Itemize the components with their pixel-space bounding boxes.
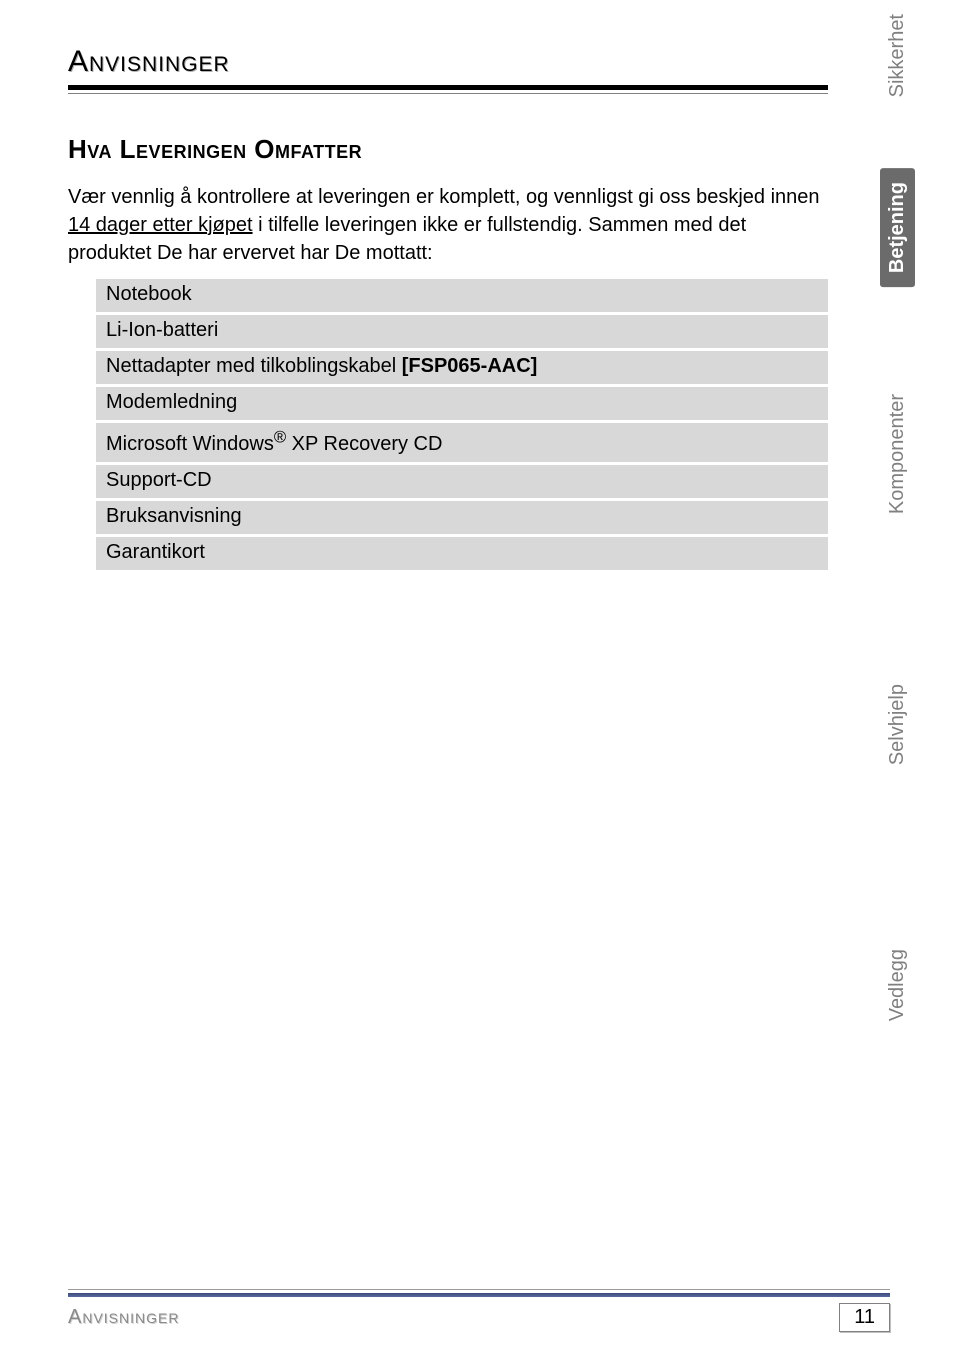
list-item: Notebook bbox=[96, 279, 828, 312]
list-item: Modemledning bbox=[96, 387, 828, 420]
package-contents-list: Notebook Li-Ion-batteri Nettadapter med … bbox=[96, 279, 828, 570]
list-item: Bruksanvisning bbox=[96, 501, 828, 534]
title-rule bbox=[68, 85, 828, 94]
intro-paragraph: Vær vennlig å kontrollere at leveringen … bbox=[68, 183, 828, 267]
footer-rule-thick bbox=[68, 1293, 890, 1297]
page-title: Anvisninger bbox=[68, 45, 828, 79]
footer: Anvisninger 11 bbox=[68, 1289, 890, 1332]
tab-vedlegg[interactable]: Vedlegg bbox=[880, 935, 915, 1035]
list-item: Li-Ion-batteri bbox=[96, 315, 828, 348]
tab-komponenter[interactable]: Komponenter bbox=[880, 380, 915, 528]
para-pre: Vær vennlig å kontrollere at leveringen … bbox=[68, 186, 820, 208]
list-item: Support-CD bbox=[96, 465, 828, 498]
section-heading: Hva Leveringen Omfatter bbox=[68, 134, 828, 165]
list-item: Nettadapter med tilkoblingskabel [FSP065… bbox=[96, 351, 828, 384]
list-item: Microsoft Windows® XP Recovery CD bbox=[96, 423, 828, 462]
footer-title: Anvisninger bbox=[68, 1306, 179, 1329]
item-text-pre: Nettadapter med tilkoblingskabel bbox=[106, 355, 402, 377]
footer-rule-thin bbox=[68, 1289, 890, 1290]
tab-selvhjelp[interactable]: Selvhjelp bbox=[880, 670, 915, 779]
tab-betjening[interactable]: Betjening bbox=[880, 168, 915, 287]
tab-sikkerhet[interactable]: Sikkerhet bbox=[880, 0, 915, 111]
item-bold-open: [FSP065-AAC] bbox=[402, 355, 538, 377]
list-item: Garantikort bbox=[96, 537, 828, 570]
item-text: Microsoft Windows® XP Recovery CD bbox=[106, 433, 442, 455]
main-content: Anvisninger Hva Leveringen Omfatter Vær … bbox=[68, 45, 828, 573]
para-underlined: 14 dager etter kjøpet bbox=[68, 214, 253, 236]
page-number: 11 bbox=[839, 1303, 890, 1332]
